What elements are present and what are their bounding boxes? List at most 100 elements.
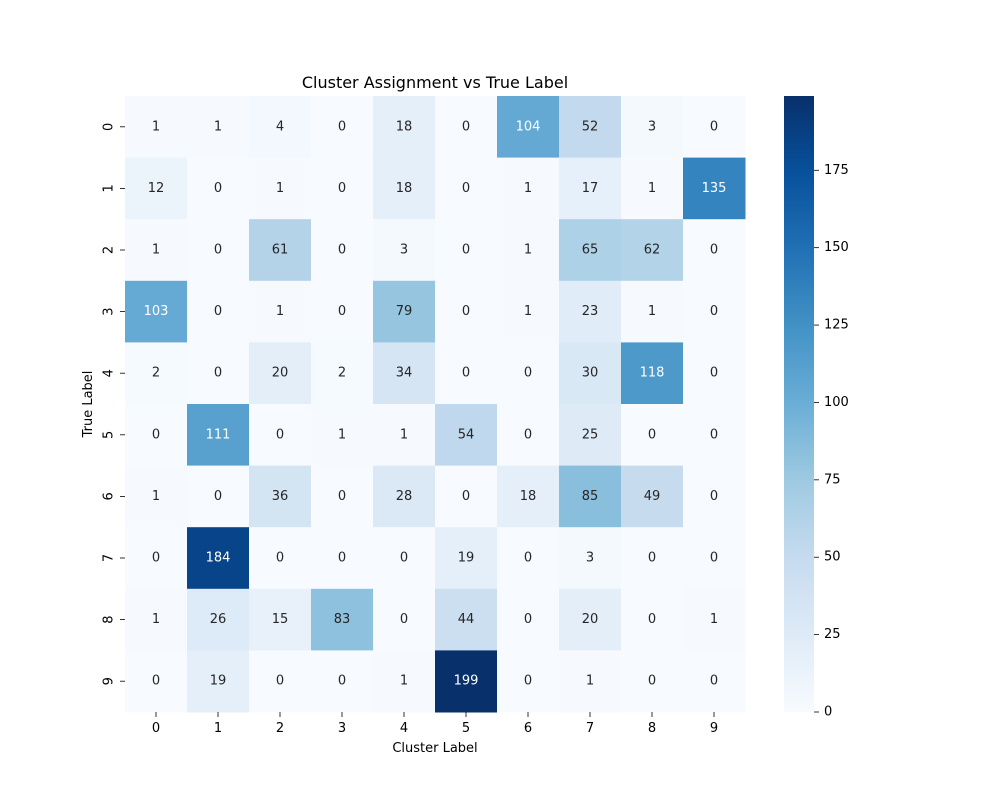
heatmap-cell xyxy=(187,280,250,343)
heatmap-cell-label: 26 xyxy=(210,612,227,627)
heatmap-cell-label: 20 xyxy=(272,366,289,381)
heatmap-cell xyxy=(559,588,622,651)
heatmap-cell-label: 0 xyxy=(524,366,532,381)
heatmap-cell-label: 2 xyxy=(152,366,160,381)
heatmap-cell xyxy=(125,527,188,590)
y-tick-label: 3 xyxy=(102,307,117,315)
heatmap-cell xyxy=(435,280,498,343)
heatmap-cell xyxy=(373,96,436,159)
heatmap-cell-label: 0 xyxy=(524,612,532,627)
y-axis-title: True Label xyxy=(81,371,96,439)
heatmap-cell-label: 20 xyxy=(582,612,599,627)
heatmap-cell-label: 0 xyxy=(338,674,346,689)
heatmap-cell-label: 0 xyxy=(462,181,470,196)
heatmap-cell-label: 0 xyxy=(462,366,470,381)
heatmap-cell xyxy=(435,96,498,159)
x-tick-label: 1 xyxy=(214,721,222,736)
heatmap-cell xyxy=(373,650,436,713)
heatmap-cell xyxy=(621,342,684,405)
heatmap-cell xyxy=(125,404,188,467)
heatmap-cell-label: 17 xyxy=(582,181,599,196)
heatmap-cell-label: 118 xyxy=(640,366,665,381)
heatmap-cell xyxy=(683,219,746,282)
y-tick-label: 8 xyxy=(102,615,117,623)
heatmap-cell xyxy=(497,404,560,467)
heatmap-cell xyxy=(125,588,188,651)
heatmap-cell-label: 0 xyxy=(214,181,222,196)
heatmap-cell-label: 28 xyxy=(396,489,413,504)
heatmap-cell-label: 199 xyxy=(454,674,479,689)
heatmap-cell xyxy=(497,588,560,651)
heatmap-cell xyxy=(373,465,436,528)
heatmap-cell xyxy=(373,280,436,343)
heatmap-cell-label: 1 xyxy=(214,119,222,134)
heatmap-cell xyxy=(249,157,312,220)
x-tick-label: 6 xyxy=(524,721,532,736)
heatmap-cell xyxy=(187,588,250,651)
heatmap-cell-label: 15 xyxy=(272,612,289,627)
heatmap-cell-label: 0 xyxy=(710,551,718,566)
heatmap-cell-label: 0 xyxy=(152,674,160,689)
heatmap-cell xyxy=(497,157,560,220)
heatmap-cell xyxy=(683,280,746,343)
heatmap-cell xyxy=(435,404,498,467)
colorbar-tick-label: 150 xyxy=(824,240,849,255)
heatmap-cell-label: 135 xyxy=(702,181,727,196)
heatmap-cell xyxy=(125,157,188,220)
heatmap-cell-label: 0 xyxy=(338,181,346,196)
heatmap-cell xyxy=(373,157,436,220)
heatmap-cell-label: 1 xyxy=(524,181,532,196)
heatmap-cell xyxy=(621,219,684,282)
x-tick-label: 9 xyxy=(710,721,718,736)
heatmap-cell-label: 65 xyxy=(582,243,599,258)
colorbar-tick-label: 25 xyxy=(824,627,841,642)
heatmap-cell xyxy=(125,280,188,343)
heatmap-cell-label: 0 xyxy=(276,674,284,689)
heatmap-cell-label: 3 xyxy=(648,119,656,134)
heatmap-cell xyxy=(187,404,250,467)
heatmap-cell xyxy=(311,280,374,343)
heatmap-cell-label: 0 xyxy=(152,551,160,566)
y-axis-ticks: 0 1 2 3 4 5 6 7 8 9 xyxy=(102,123,125,685)
heatmap-cell-label: 0 xyxy=(338,551,346,566)
heatmap-cell xyxy=(621,527,684,590)
heatmap-cell xyxy=(311,588,374,651)
heatmap-cell xyxy=(621,650,684,713)
heatmap-cell-label: 1 xyxy=(276,181,284,196)
heatmap-cell xyxy=(373,342,436,405)
heatmap-cell-label: 0 xyxy=(214,304,222,319)
heatmap-cell-label: 3 xyxy=(586,551,594,566)
heatmap-cell-label: 34 xyxy=(396,366,413,381)
heatmap-cell xyxy=(187,342,250,405)
heatmap-cell-label: 1 xyxy=(524,304,532,319)
heatmap-cell xyxy=(559,342,622,405)
heatmap-cell-label: 0 xyxy=(648,674,656,689)
heatmap-cell xyxy=(435,342,498,405)
heatmap-cell xyxy=(621,96,684,159)
heatmap-cell-label: 61 xyxy=(272,243,289,258)
heatmap-cell-label: 4 xyxy=(276,119,284,134)
heatmap-cell-label: 1 xyxy=(586,674,594,689)
heatmap-cell xyxy=(497,280,560,343)
x-tick-label: 7 xyxy=(586,721,594,736)
heatmap-cell xyxy=(187,96,250,159)
heatmap-cell-label: 1 xyxy=(648,181,656,196)
heatmap-cell-label: 19 xyxy=(210,674,227,689)
heatmap-cell xyxy=(683,527,746,590)
heatmap-cell-label: 0 xyxy=(338,119,346,134)
heatmap-cell xyxy=(311,650,374,713)
heatmap-cell-label: 52 xyxy=(582,119,599,134)
heatmap-cell-label: 0 xyxy=(214,243,222,258)
heatmap-cell-label: 103 xyxy=(144,304,169,319)
heatmap-cell xyxy=(621,465,684,528)
heatmap-cell xyxy=(435,219,498,282)
heatmap-cell-label: 0 xyxy=(214,489,222,504)
heatmap-cell xyxy=(125,96,188,159)
heatmap-cell-label: 1 xyxy=(400,674,408,689)
heatmap-cell xyxy=(559,96,622,159)
heatmap-cell-label: 0 xyxy=(276,551,284,566)
heatmap-cell xyxy=(249,219,312,282)
heatmap-cell-label: 18 xyxy=(520,489,537,504)
colorbar xyxy=(784,96,814,712)
heatmap-cell xyxy=(125,219,188,282)
